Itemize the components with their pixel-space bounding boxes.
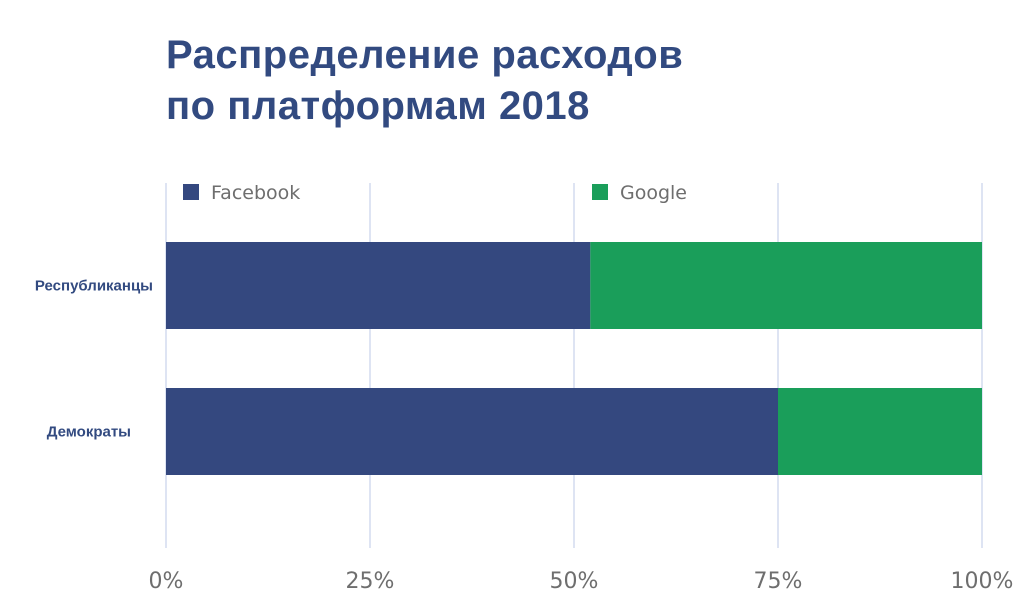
legend-label-facebook: Facebook xyxy=(211,182,300,204)
x-axis-tick-labels: 0% 25% 50% 75% 100% xyxy=(149,569,1014,594)
bar-facebook-0 xyxy=(166,242,591,329)
legend-label-google: Google xyxy=(620,182,687,204)
chart-title: Распределение расходов по платформам 201… xyxy=(166,30,683,132)
bars xyxy=(166,242,982,475)
bar-google-1 xyxy=(778,388,982,475)
legend-swatch-google xyxy=(592,184,608,200)
legend-swatch-facebook xyxy=(183,184,199,200)
legend: Facebook Google xyxy=(183,182,687,204)
category-labels: Республиканцы Демократы xyxy=(35,278,153,441)
chart-title-line-1: Распределение расходов xyxy=(166,33,684,77)
x-tick-label-3: 75% xyxy=(754,569,803,594)
category-label-1: Демократы xyxy=(47,424,131,441)
bar-google-0 xyxy=(590,242,982,329)
chart-title-line-2: по платформам 2018 xyxy=(166,84,590,128)
bar-facebook-1 xyxy=(166,388,778,475)
x-tick-label-4: 100% xyxy=(951,569,1014,594)
x-tick-label-2: 50% xyxy=(550,569,599,594)
x-tick-label-1: 25% xyxy=(346,569,395,594)
x-tick-label-0: 0% xyxy=(149,569,184,594)
grid-lines xyxy=(165,183,983,548)
category-label-0: Республиканцы xyxy=(35,278,153,295)
